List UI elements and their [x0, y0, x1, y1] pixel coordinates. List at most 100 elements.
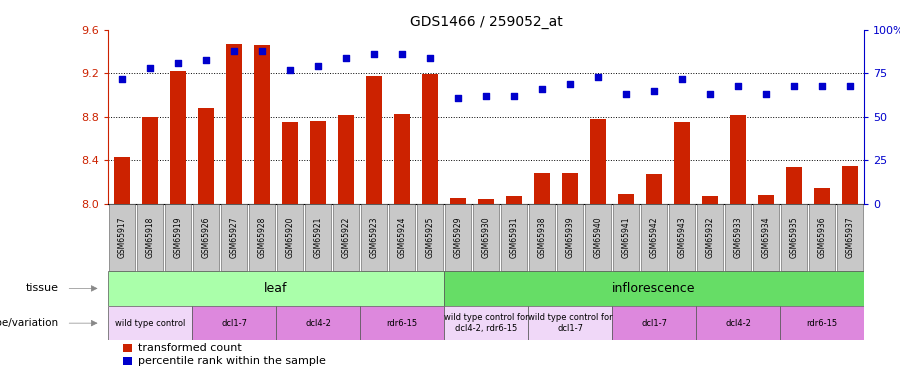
Text: GSM65922: GSM65922: [341, 217, 350, 258]
Bar: [478, 199, 494, 204]
Bar: [421, 75, 438, 204]
Text: inflorescence: inflorescence: [612, 282, 696, 295]
Bar: [612, 306, 696, 340]
FancyBboxPatch shape: [390, 204, 415, 271]
Text: GSM65936: GSM65936: [817, 216, 826, 258]
Bar: [310, 121, 327, 204]
Bar: [842, 166, 859, 204]
Bar: [113, 157, 130, 204]
Point: [115, 76, 130, 82]
Text: GSM65939: GSM65939: [565, 216, 574, 258]
Text: GSM65918: GSM65918: [146, 217, 155, 258]
Text: dcl4-2: dcl4-2: [725, 319, 751, 328]
Point: [731, 82, 745, 88]
Bar: [338, 115, 355, 204]
Text: GSM65942: GSM65942: [650, 217, 659, 258]
Point: [590, 74, 605, 80]
Bar: [282, 122, 299, 204]
FancyBboxPatch shape: [809, 204, 834, 271]
Text: genotype/variation: genotype/variation: [0, 318, 58, 328]
FancyBboxPatch shape: [110, 204, 135, 271]
Text: GSM65931: GSM65931: [509, 217, 518, 258]
FancyBboxPatch shape: [305, 204, 330, 271]
Bar: [786, 166, 803, 204]
FancyBboxPatch shape: [166, 204, 191, 271]
Point: [423, 55, 437, 61]
Text: wild type control: wild type control: [115, 319, 185, 328]
Bar: [590, 119, 607, 204]
Point: [310, 63, 325, 69]
Bar: [645, 174, 662, 204]
Text: dcl4-2: dcl4-2: [305, 319, 331, 328]
Bar: [758, 195, 774, 204]
Text: rdr6-15: rdr6-15: [386, 319, 418, 328]
Point: [647, 88, 662, 94]
Bar: [360, 306, 444, 340]
Bar: [528, 306, 612, 340]
Point: [619, 91, 634, 97]
Text: GSM65917: GSM65917: [118, 217, 127, 258]
FancyBboxPatch shape: [277, 204, 302, 271]
Bar: [730, 115, 746, 204]
Bar: [192, 306, 276, 340]
Text: GSM65930: GSM65930: [482, 216, 490, 258]
FancyBboxPatch shape: [249, 204, 274, 271]
Text: rdr6-15: rdr6-15: [806, 319, 838, 328]
Point: [507, 93, 521, 99]
Text: GSM65923: GSM65923: [370, 217, 379, 258]
Text: GSM65934: GSM65934: [761, 216, 770, 258]
FancyBboxPatch shape: [614, 204, 639, 271]
Point: [675, 76, 689, 82]
Bar: [276, 306, 360, 340]
Text: GSM65932: GSM65932: [706, 217, 715, 258]
Text: GSM65925: GSM65925: [426, 217, 435, 258]
FancyBboxPatch shape: [753, 204, 778, 271]
FancyBboxPatch shape: [585, 204, 610, 271]
FancyBboxPatch shape: [333, 204, 358, 271]
Bar: [169, 71, 186, 204]
Text: GSM65928: GSM65928: [257, 217, 266, 258]
Bar: [814, 188, 831, 204]
FancyBboxPatch shape: [473, 204, 499, 271]
Point: [199, 57, 213, 63]
Text: GSM65926: GSM65926: [202, 217, 211, 258]
FancyBboxPatch shape: [698, 204, 723, 271]
Text: GSM65938: GSM65938: [537, 217, 546, 258]
Point: [338, 55, 353, 61]
Bar: [141, 117, 158, 204]
Text: transformed count: transformed count: [139, 343, 242, 353]
Text: GSM65937: GSM65937: [845, 216, 854, 258]
Point: [283, 67, 297, 73]
Text: GSM65927: GSM65927: [230, 217, 238, 258]
Bar: [108, 306, 192, 340]
Point: [759, 91, 773, 97]
Point: [787, 82, 801, 88]
Point: [451, 95, 465, 101]
Point: [479, 93, 493, 99]
FancyBboxPatch shape: [781, 204, 806, 271]
Text: GSM65921: GSM65921: [313, 217, 322, 258]
Bar: [444, 306, 528, 340]
Text: percentile rank within the sample: percentile rank within the sample: [139, 356, 326, 366]
Text: GSM65935: GSM65935: [789, 216, 798, 258]
Text: GSM65929: GSM65929: [454, 217, 463, 258]
Text: GSM65940: GSM65940: [593, 216, 602, 258]
FancyBboxPatch shape: [446, 204, 471, 271]
Bar: [562, 173, 579, 204]
Text: leaf: leaf: [265, 282, 288, 295]
FancyBboxPatch shape: [138, 204, 163, 271]
Point: [562, 81, 577, 87]
Bar: [254, 45, 270, 204]
Bar: [444, 271, 864, 306]
Bar: [393, 114, 410, 204]
Text: GSM65933: GSM65933: [734, 216, 742, 258]
FancyBboxPatch shape: [670, 204, 695, 271]
Bar: [696, 306, 780, 340]
Point: [367, 51, 382, 57]
Bar: [506, 196, 522, 204]
Text: dcl1-7: dcl1-7: [641, 319, 667, 328]
FancyBboxPatch shape: [501, 204, 526, 271]
Text: wild type control for
dcl1-7: wild type control for dcl1-7: [527, 314, 612, 333]
Text: wild type control for
dcl4-2, rdr6-15: wild type control for dcl4-2, rdr6-15: [444, 314, 528, 333]
Bar: [226, 44, 242, 204]
